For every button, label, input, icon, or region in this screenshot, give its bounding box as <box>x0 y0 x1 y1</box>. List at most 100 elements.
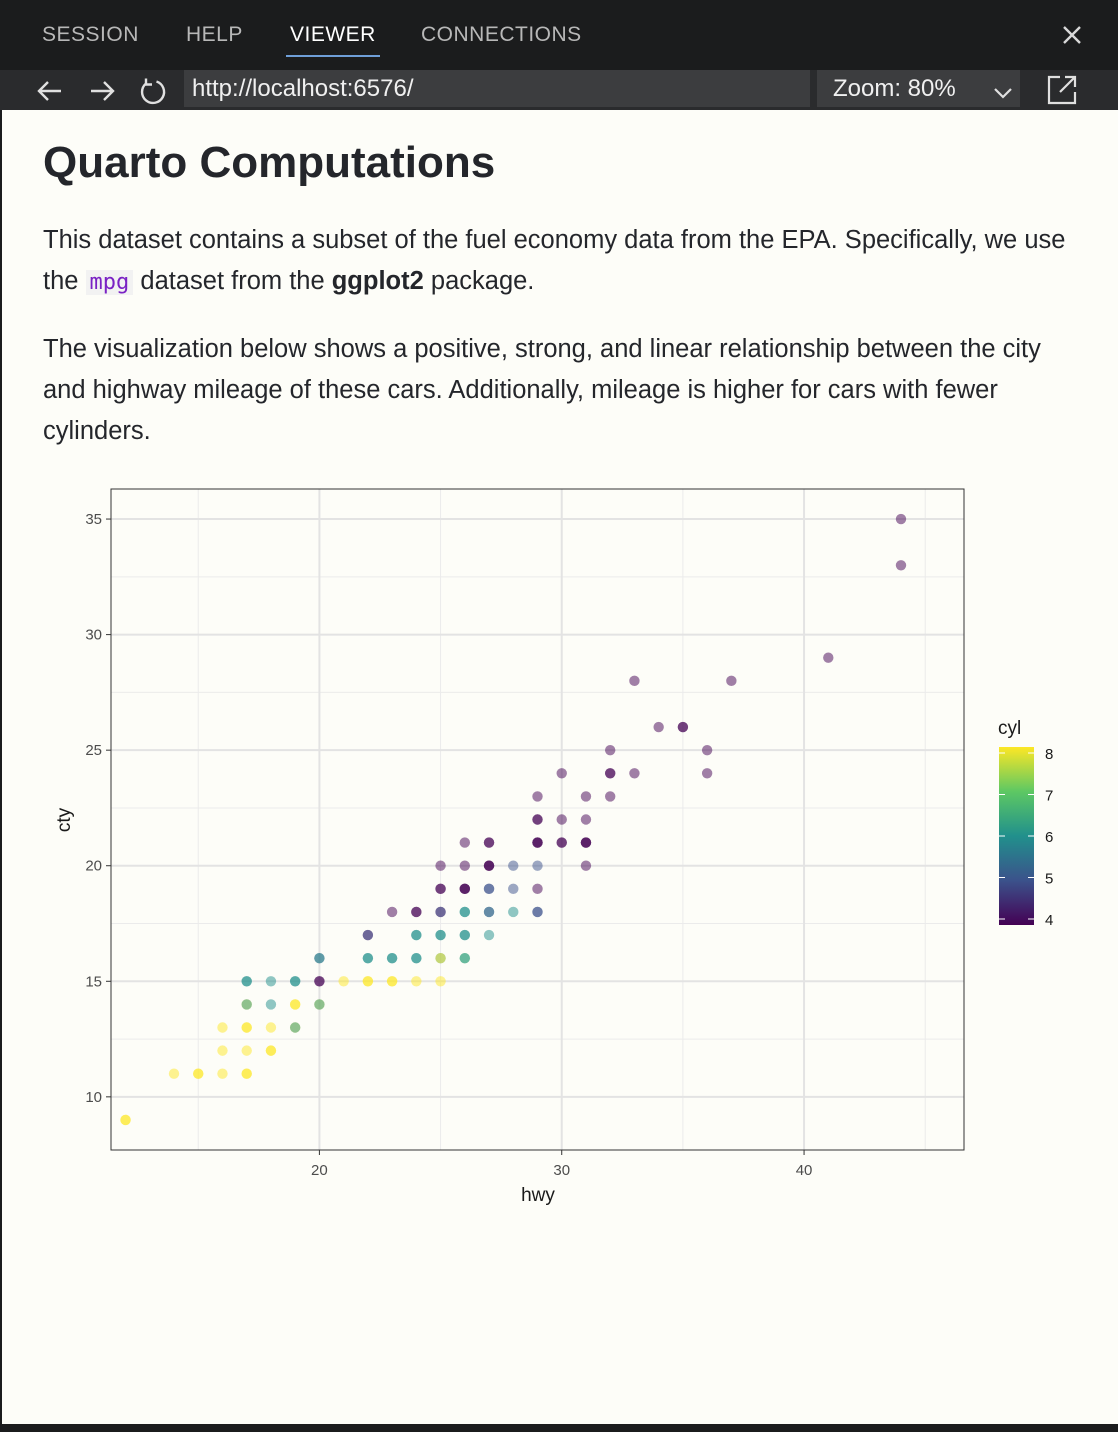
data-point <box>314 999 325 1010</box>
data-point <box>580 860 592 871</box>
data-point <box>895 560 907 571</box>
data-point <box>217 1045 228 1056</box>
data-point <box>895 513 907 525</box>
data-point <box>314 976 325 987</box>
data-point <box>604 744 616 756</box>
close-icon[interactable] <box>1056 19 1088 51</box>
zoom-label: Zoom: 80% <box>833 75 956 102</box>
chevron-down-icon <box>992 78 1014 100</box>
data-point <box>362 929 374 941</box>
data-point <box>604 768 616 779</box>
data-point <box>508 906 519 918</box>
data-point <box>120 1114 131 1126</box>
data-point <box>314 952 325 964</box>
chart-axes: 20 30 40 10 15 20 25 30 35 <box>85 511 812 1179</box>
popout-icon[interactable] <box>1046 74 1078 106</box>
x-tick-label: 40 <box>796 1162 813 1179</box>
legend-tick-label: 5 <box>1045 871 1053 888</box>
data-point <box>289 976 301 987</box>
legend-tick-label: 8 <box>1045 746 1053 763</box>
y-tick-label: 30 <box>85 627 102 644</box>
data-point <box>483 906 495 918</box>
legend-tick-label: 4 <box>1045 912 1053 929</box>
data-point <box>483 929 495 941</box>
refresh-icon[interactable] <box>138 76 168 106</box>
data-point <box>483 837 495 848</box>
data-point <box>289 999 301 1010</box>
legend-tick-label: 6 <box>1045 829 1053 846</box>
data-point <box>217 1022 228 1033</box>
data-point <box>241 999 252 1010</box>
data-point <box>580 837 592 848</box>
data-point <box>241 1045 252 1056</box>
tab-connections[interactable]: CONNECTIONS <box>421 23 582 46</box>
viewer-content: Quarto Computations This dataset contain… <box>2 110 1118 1424</box>
data-point <box>532 837 543 848</box>
data-point <box>411 976 422 987</box>
viewer-toolbar: http://localhost:6576/ Zoom: 80% <box>0 70 1118 110</box>
data-point <box>726 675 737 687</box>
legend-title: cyl <box>998 718 1021 739</box>
y-tick-label: 10 <box>85 1089 102 1106</box>
y-tick-label: 15 <box>85 973 102 990</box>
data-point <box>386 976 398 987</box>
data-point <box>459 860 471 871</box>
intro-paragraph: This dataset contains a subset of the fu… <box>43 220 1083 303</box>
data-point <box>435 976 446 987</box>
data-point <box>629 768 640 779</box>
data-point <box>604 791 616 802</box>
data-point <box>653 721 664 733</box>
url-field[interactable]: http://localhost:6576/ <box>184 70 810 107</box>
data-point <box>411 906 422 918</box>
back-arrow-icon[interactable] <box>35 76 65 106</box>
data-point <box>508 860 519 871</box>
intro-text-end: package. <box>423 267 535 295</box>
zoom-select[interactable]: Zoom: 80% <box>817 70 1020 107</box>
forward-arrow-icon[interactable] <box>87 76 117 106</box>
bottom-edge <box>0 1424 1118 1432</box>
data-point <box>483 883 495 895</box>
package-name: ggplot2 <box>331 267 424 295</box>
y-tick-label: 35 <box>85 511 102 528</box>
data-point <box>265 1022 277 1033</box>
data-point <box>435 952 446 964</box>
data-point <box>241 1068 252 1079</box>
data-point <box>459 952 471 964</box>
data-point <box>459 906 471 918</box>
data-point <box>241 1022 252 1033</box>
tab-help[interactable]: HELP <box>186 23 243 46</box>
data-point <box>629 675 640 687</box>
data-point <box>386 906 398 918</box>
legend-tick-label: 7 <box>1045 788 1053 805</box>
data-point <box>241 976 252 987</box>
data-point <box>580 791 592 802</box>
data-point <box>459 929 471 941</box>
tab-viewer[interactable]: VIEWER <box>286 0 380 70</box>
data-point <box>532 860 543 871</box>
x-tick-label: 20 <box>311 1162 328 1179</box>
data-point <box>532 883 543 895</box>
data-point <box>265 976 277 987</box>
data-point <box>265 999 277 1010</box>
y-tick-label: 25 <box>85 742 102 759</box>
description-paragraph: The visualization below shows a positive… <box>43 335 1041 445</box>
data-point <box>435 906 446 918</box>
data-point <box>265 1045 277 1056</box>
data-point <box>386 952 398 964</box>
legend-ticks: 4 5 6 7 8 <box>999 746 1053 929</box>
active-tab-indicator <box>286 55 380 57</box>
data-point <box>823 652 834 663</box>
inline-code-mpg: mpg <box>85 270 134 295</box>
data-point <box>459 837 471 848</box>
data-point <box>580 814 592 825</box>
data-point <box>362 976 374 987</box>
data-point <box>411 929 422 941</box>
data-point <box>677 721 689 733</box>
chart-points <box>120 513 907 1126</box>
plot-panel-border <box>110 488 965 1151</box>
data-point <box>701 744 713 756</box>
tab-session[interactable]: SESSION <box>42 23 139 46</box>
data-point <box>435 860 446 871</box>
data-point <box>411 952 422 964</box>
color-legend: cyl 4 5 6 7 8 <box>998 718 1053 929</box>
